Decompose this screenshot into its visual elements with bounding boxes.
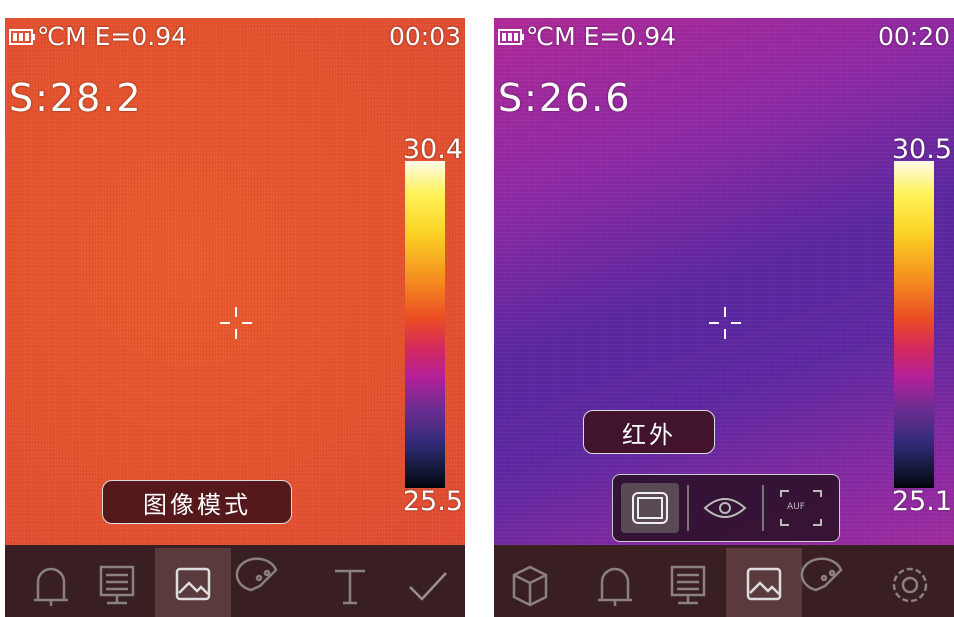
mode-label: 红外 <box>583 410 715 454</box>
status-text: ℃M E=0.94 <box>37 22 187 51</box>
scale-min: 25.5 <box>403 486 463 517</box>
status-text: ℃M E=0.94 <box>526 22 676 51</box>
crosshair <box>218 305 254 341</box>
mode-label: 图像模式 <box>102 480 292 524</box>
time: 00:20 <box>878 22 950 51</box>
page: ℃M E=0.94 00:03 S:28.2 30.4 25.5 图像模式 ℃M… <box>0 0 954 617</box>
mode-popup: AUF <box>612 474 840 542</box>
screen-right: ℃M E=0.94 00:20 S:26.6 30.5 25.1 红外 AUF <box>494 18 954 617</box>
spot-temperature: S:26.6 <box>498 76 632 120</box>
color-scale <box>405 161 445 488</box>
spot-temperature: S:28.2 <box>9 76 143 120</box>
toolbar-icons[interactable] <box>494 545 954 617</box>
popup-icons[interactable] <box>613 475 839 541</box>
auf-text: AUF <box>787 502 805 512</box>
color-scale <box>894 161 934 488</box>
toolbar <box>5 545 465 617</box>
crosshair <box>707 305 743 341</box>
screen-left: ℃M E=0.94 00:03 S:28.2 30.4 25.5 图像模式 <box>5 18 465 617</box>
battery-icon <box>498 28 526 46</box>
scale-min: 25.1 <box>892 486 952 517</box>
time: 00:03 <box>389 22 461 51</box>
battery-icon <box>9 28 37 46</box>
toolbar <box>494 545 954 617</box>
toolbar-icons[interactable] <box>5 545 465 617</box>
